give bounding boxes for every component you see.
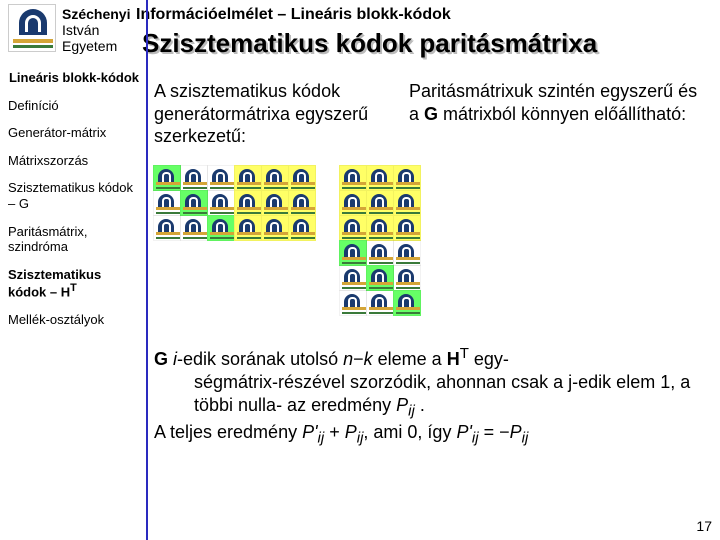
page-number: 17 [696,518,712,534]
nav-mat[interactable]: Mátrixszorzás [8,153,140,169]
course-title: Információelmélet – Lineáris blokk-kódok [136,6,720,28]
university-name: Széchenyi István Egyetem [56,4,136,54]
slide-title: Szisztematikus kódok paritásmátrixa [136,28,720,59]
left-column-text: A szisztematikus kódok generátormátrixa … [154,80,389,148]
nav-gen[interactable]: Generátor-mátrix [8,125,140,141]
nav-hat[interactable]: Szisztematikus kódok – HT [8,267,140,301]
matrix-ht [340,166,421,316]
right-column-text: Paritásmátrixuk szintén egyszerű és a G … [409,80,710,148]
nav-g[interactable]: Szisztematikus kódok – G [8,180,140,211]
nav-title[interactable]: Lineáris blokk-kódok [8,70,140,86]
nav-def[interactable]: Definíció [8,98,140,114]
header: Széchenyi István Egyetem Információelmél… [0,0,720,59]
nav-par[interactable]: Paritásmátrix, szindróma [8,224,140,255]
nav-mell[interactable]: Mellék-osztályok [8,312,140,328]
body-paragraph: G i-edik sorának utolsó n−k eleme a HT e… [154,344,710,449]
main-content: A szisztematikus kódok generátormátrixa … [154,80,710,534]
university-logo [8,4,56,52]
vertical-divider [146,0,148,540]
matrix-g [154,166,316,241]
sidebar-nav: Lineáris blokk-kódok Definíció Generátor-m… [0,64,144,340]
